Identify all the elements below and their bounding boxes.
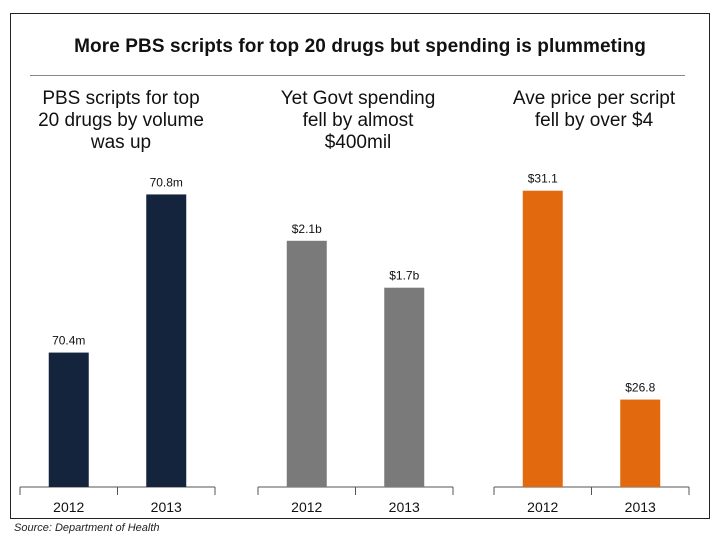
chart-frame	[10, 13, 710, 519]
x-tick-label-0-0: 2012	[53, 499, 84, 515]
bar-value-label-2-0: $31.1	[528, 172, 558, 186]
x-tick-label-1-1: 2013	[389, 499, 420, 515]
x-tick-label-2-1: 2013	[625, 499, 656, 515]
x-tick-label-1-0: 2012	[291, 499, 322, 515]
source-note: Source: Department of Health	[14, 522, 160, 534]
x-tick-label-0-1: 2013	[151, 499, 182, 515]
bar-1-1	[384, 287, 425, 487]
panel-title-spending: Yet Govt spending fell by almost $400mil	[280, 88, 436, 153]
panel-title-price: Ave price per script fell by over $4	[512, 88, 676, 131]
bar-2-0	[522, 190, 563, 487]
bar-value-label-1-0: $2.1b	[292, 222, 322, 236]
bar-value-label-0-1: 70.8m	[150, 175, 183, 189]
title-divider	[30, 75, 685, 76]
bar-value-label-0-0: 70.4m	[52, 334, 85, 348]
bar-value-label-1-1: $1.7b	[389, 269, 419, 283]
main-title: More PBS scripts for top 20 drugs but sp…	[74, 36, 646, 57]
bar-2-1	[620, 399, 661, 487]
bar-0-0	[48, 352, 89, 487]
x-tick-label-2-0: 2012	[527, 499, 558, 515]
panel-title-scripts: PBS scripts for top 20 drugs by volume w…	[38, 88, 204, 153]
bar-value-label-2-1: $26.8	[625, 381, 655, 395]
bar-1-0	[286, 240, 327, 487]
bar-0-1	[146, 194, 187, 487]
